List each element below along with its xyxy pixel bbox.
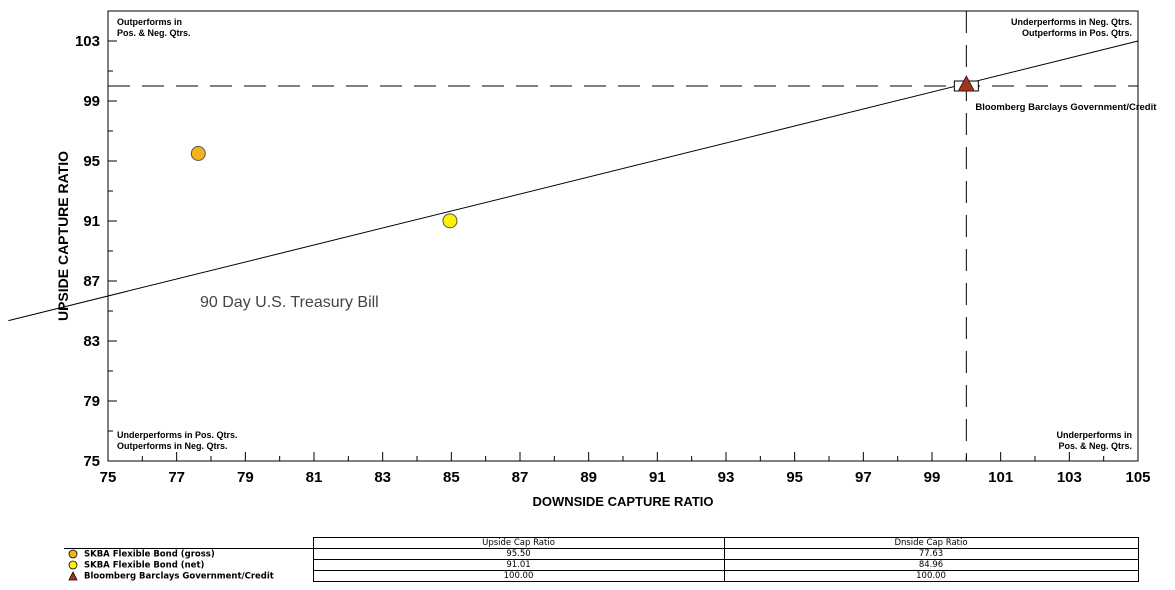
y-tick-label: 103 [75, 33, 100, 50]
x-tick-label: 79 [237, 469, 254, 486]
x-tick-label: 103 [1057, 469, 1082, 486]
table-row: SKBA Flexible Bond (net) 91.01 84.96 [64, 559, 1139, 571]
legend-header-row: Upside Cap Ratio Dnside Cap Ratio [64, 537, 1139, 549]
axis-ticks [107, 10, 1139, 462]
circle-marker-icon [68, 549, 78, 559]
regression-line-group: 90 Day U.S. Treasury Bill [8, 40, 1139, 322]
reference-lines [108, 11, 1138, 461]
data-point [957, 75, 975, 92]
quadrant-label: Pos. & Neg. Qtrs. [117, 28, 191, 38]
y-tick-label: 87 [83, 273, 100, 290]
quadrant-label: Outperforms in [117, 17, 182, 27]
x-tick-label: 87 [512, 469, 529, 486]
x-tick-label: 105 [1125, 469, 1150, 486]
header-downside: Dnside Cap Ratio [723, 537, 1139, 549]
x-tick-label: 75 [100, 469, 117, 486]
circle-marker-icon [68, 560, 78, 570]
y-tick-labels: 75 79 83 87 91 95 99 103 [75, 33, 100, 470]
regression-line-label: 90 Day U.S. Treasury Bill [200, 294, 379, 311]
x-tick-label: 91 [649, 469, 666, 486]
upside-value: 91.01 [312, 559, 725, 571]
y-tick-label: 75 [83, 453, 100, 470]
x-tick-label: 83 [374, 469, 391, 486]
x-tick-label: 77 [168, 469, 185, 486]
table-row: Bloomberg Barclays Government/Credit 100… [64, 570, 1139, 582]
y-tick-label: 95 [83, 153, 100, 170]
downside-value: 77.63 [723, 548, 1139, 560]
upside-value: 95.50 [312, 548, 725, 560]
legend-entry: SKBA Flexible Bond (gross) [64, 548, 314, 560]
y-tick-label: 91 [83, 213, 100, 230]
x-tick-label: 93 [718, 469, 735, 486]
quadrant-label: Underperforms in Pos. Qtrs. [117, 430, 238, 440]
series-name: SKBA Flexible Bond (net) [84, 560, 205, 571]
table-row: SKBA Flexible Bond (gross) 95.50 77.63 [64, 548, 1139, 560]
x-tick-label: 101 [988, 469, 1013, 486]
downside-value: 100.00 [723, 570, 1139, 582]
legend-entry: SKBA Flexible Bond (net) [64, 559, 314, 571]
legend-header-blank [64, 537, 313, 549]
upside-value: 100.00 [312, 570, 725, 582]
x-tick-label: 85 [443, 469, 460, 486]
data-points: Bloomberg Barclays Government/Credit [190, 75, 1157, 229]
series-name: SKBA Flexible Bond (gross) [84, 549, 215, 560]
legend-entry: Bloomberg Barclays Government/Credit [64, 570, 314, 582]
y-tick-label: 83 [83, 333, 100, 350]
legend-table: Upside Cap Ratio Dnside Cap Ratio SKBA F… [64, 537, 1139, 582]
regression-line [8, 40, 1139, 322]
x-tick-label: 81 [306, 469, 323, 486]
downside-value: 84.96 [723, 559, 1139, 571]
y-tick-label: 79 [83, 393, 100, 410]
capture-ratio-chart: 90 Day U.S. Treasury Bill Outperforms in… [8, 10, 1157, 509]
x-tick-labels: 75 77 79 81 83 85 87 89 91 93 95 97 99 101 103 105 [100, 469, 1151, 486]
point-label: Bloomberg Barclays Government/Credit [975, 102, 1157, 113]
series-name: Bloomberg Barclays Government/Credit [84, 571, 274, 582]
quadrant-label: Underperforms in Neg. Qtrs. [1011, 17, 1132, 27]
x-axis-label: DOWNSIDE CAPTURE RATIO [532, 494, 713, 509]
data-point [190, 146, 206, 161]
triangle-marker-icon [68, 570, 78, 581]
x-tick-label: 99 [924, 469, 941, 486]
x-tick-label: 97 [855, 469, 872, 486]
y-tick-label: 99 [83, 93, 100, 110]
y-axis-label: UPSIDE CAPTURE RATIO [55, 151, 71, 321]
plot-frame [107, 10, 1139, 462]
data-point [442, 213, 458, 229]
header-upside: Upside Cap Ratio [312, 537, 725, 549]
x-tick-label: 89 [580, 469, 597, 486]
quadrant-label: Outperforms in Pos. Qtrs. [1022, 28, 1132, 38]
quadrant-label: Underperforms in [1056, 430, 1132, 440]
quadrant-label: Pos. & Neg. Qtrs. [1058, 441, 1132, 451]
quadrant-label: Outperforms in Neg. Qtrs. [117, 441, 228, 451]
x-tick-label: 95 [786, 469, 803, 486]
